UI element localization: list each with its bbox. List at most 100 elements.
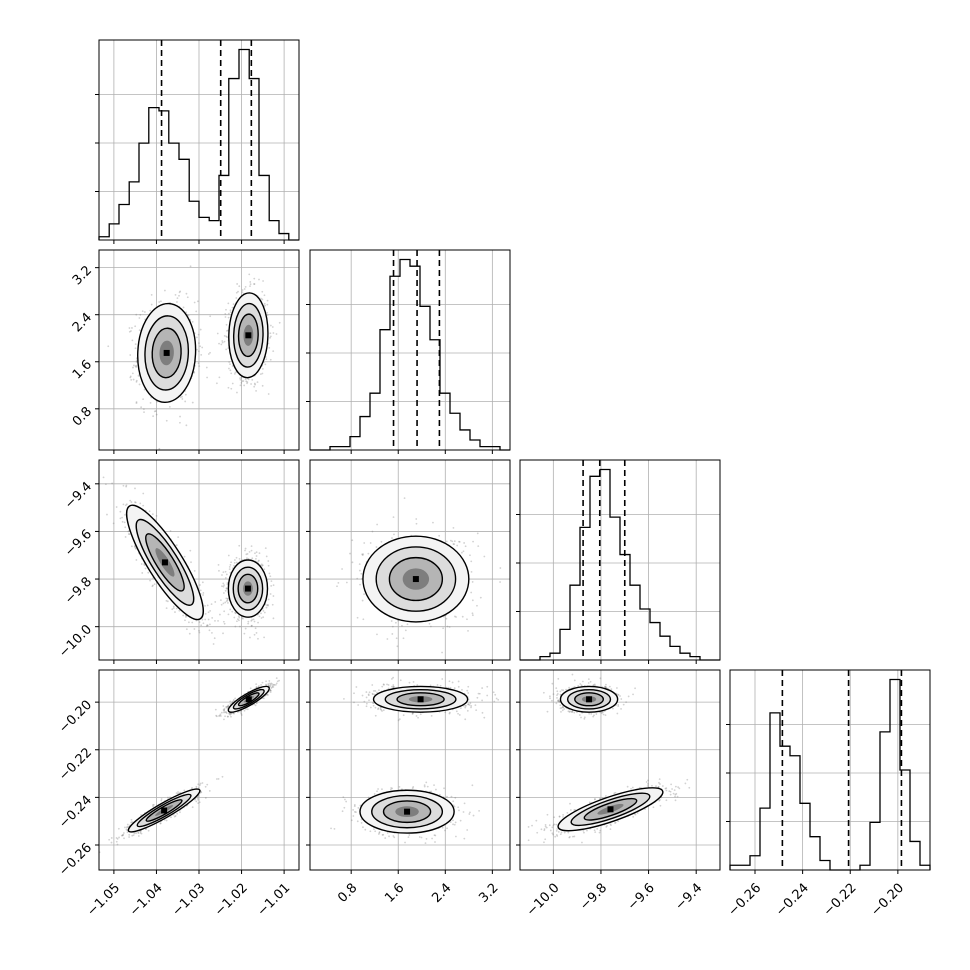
scatter-point <box>194 798 196 801</box>
scatter-point <box>255 555 258 557</box>
scatter-point <box>235 561 238 564</box>
scatter-point <box>138 329 141 332</box>
scatter-point <box>249 283 252 286</box>
scatter-point <box>130 379 133 381</box>
scatter-point <box>125 828 128 831</box>
scatter-point <box>154 410 157 412</box>
scatter-point <box>248 273 251 276</box>
scatter-point <box>152 803 155 806</box>
scatter-point <box>254 557 257 560</box>
scatter-point <box>253 620 256 623</box>
scatter-point <box>185 424 188 427</box>
contour-line <box>144 315 190 391</box>
scatter-point <box>258 278 260 281</box>
scatter-point <box>193 301 196 304</box>
scatter-point <box>227 554 230 557</box>
scatter-point <box>263 302 266 305</box>
scatter-point <box>191 806 194 809</box>
scatter-point <box>226 330 228 332</box>
scatter-point <box>247 620 250 623</box>
scatter-point <box>250 545 253 548</box>
scatter-point <box>229 608 232 611</box>
scatter-point <box>130 501 133 503</box>
scatter-point <box>218 569 220 572</box>
scatter-point <box>261 372 264 375</box>
scatter-point <box>201 782 204 784</box>
scatter-point <box>141 572 144 574</box>
scatter-point <box>184 619 186 622</box>
scatter-point <box>257 621 259 624</box>
scatter-point <box>205 366 208 369</box>
scatter-point <box>215 382 218 385</box>
scatter-point <box>200 353 203 356</box>
scatter-point <box>236 391 238 394</box>
scatter-point <box>271 603 274 606</box>
scatter-point <box>243 709 246 712</box>
scatter-point <box>239 378 242 381</box>
scatter-point <box>143 311 146 313</box>
scatter-point <box>148 510 151 513</box>
scatter-point <box>229 369 232 372</box>
scatter-point <box>210 603 213 606</box>
scatter-point <box>255 683 258 686</box>
scatter-point <box>176 301 178 303</box>
scatter-point <box>188 621 190 624</box>
scatter-point <box>229 363 231 366</box>
scatter-point <box>202 594 204 596</box>
scatter-point <box>234 612 237 615</box>
scatter-point <box>220 711 223 714</box>
scatter-point <box>110 837 113 839</box>
scatter-point <box>224 601 227 604</box>
scatter-point <box>254 552 256 555</box>
scatter-point <box>197 802 200 805</box>
scatter-point <box>240 376 243 379</box>
scatter-point <box>172 607 175 610</box>
scatter-point <box>195 310 198 313</box>
scatter-point <box>195 785 198 788</box>
scatter-point <box>253 385 256 388</box>
contour-line <box>232 566 264 611</box>
scatter-point <box>225 587 228 590</box>
scatter-point <box>125 826 128 829</box>
scatter-point <box>217 778 220 780</box>
scatter-point <box>227 613 230 616</box>
scatter-point <box>221 585 223 588</box>
scatter-point <box>239 377 241 380</box>
histogram-step-line <box>98 48 299 241</box>
scatter-point <box>165 419 168 422</box>
scatter-point <box>189 265 192 268</box>
scatter-point <box>225 587 228 590</box>
scatter-point <box>131 327 133 329</box>
scatter-point <box>142 408 145 411</box>
scatter-point <box>216 332 219 335</box>
scatter-panel-0-3 <box>98 669 300 871</box>
panel-background <box>310 250 510 450</box>
scatter-point <box>129 499 132 502</box>
scatter-point <box>208 790 211 792</box>
scatter-point <box>265 606 268 609</box>
scatter-point <box>238 557 241 560</box>
scatter-point <box>271 326 274 328</box>
scatter-point <box>179 396 182 399</box>
scatter-point <box>172 605 175 608</box>
scatter-point <box>168 406 171 408</box>
scatter-point <box>251 378 254 381</box>
scatter-point <box>204 797 207 799</box>
scatter-point <box>238 544 241 547</box>
scatter-point <box>265 358 268 361</box>
scatter-point <box>189 549 192 552</box>
scatter-point <box>185 311 188 314</box>
scatter-point <box>150 303 153 306</box>
scatter-point <box>135 364 138 367</box>
scatter-point <box>268 572 271 575</box>
scatter-point <box>261 564 264 567</box>
scatter-point <box>222 592 225 594</box>
scatter-point <box>124 536 127 538</box>
scatter-point <box>213 637 216 640</box>
scatter-point <box>126 826 129 828</box>
scatter-point <box>178 291 181 294</box>
scatter-point <box>242 380 245 382</box>
scatter-point <box>152 415 155 418</box>
scatter-point <box>246 381 249 383</box>
